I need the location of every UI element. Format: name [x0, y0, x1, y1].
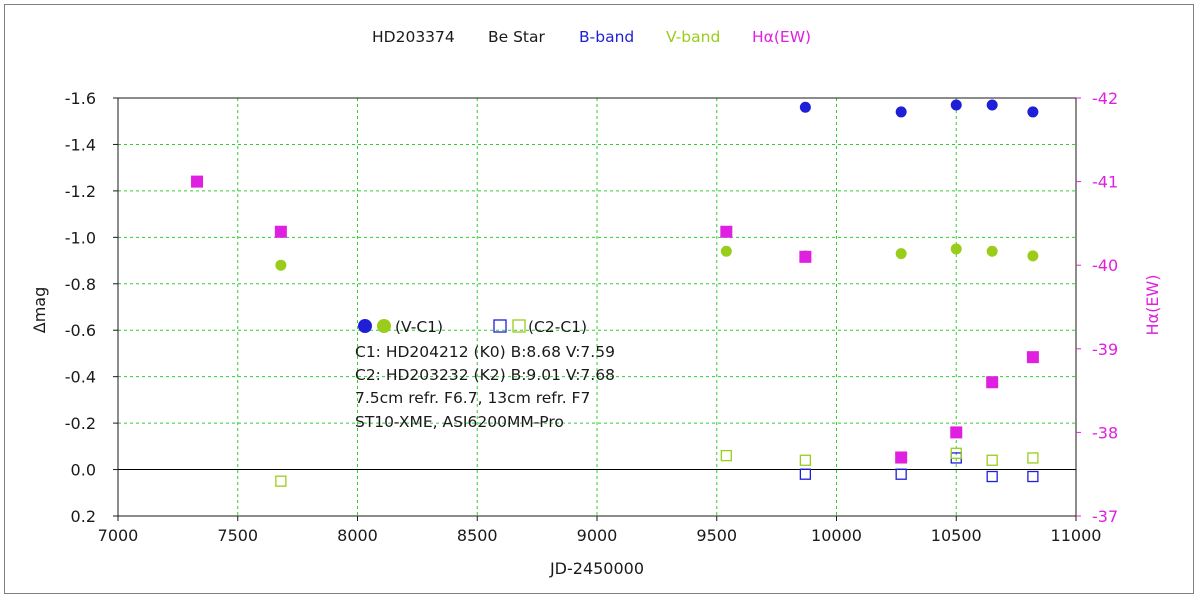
point-v_vc1 [1027, 250, 1039, 262]
point-halpha [895, 451, 908, 464]
y2-tick-label: -41 [1092, 173, 1118, 192]
legend-note: C1: HD204212 (K0) B:8.68 V:7.59 [355, 343, 615, 361]
point-v_vc1 [720, 245, 732, 257]
point-v_c2c1 [275, 475, 287, 487]
x-tick-label: 7000 [98, 526, 139, 545]
point-v_c2c1 [986, 454, 998, 466]
point-b_vc1 [895, 106, 907, 118]
legend-note: ST10-XME, ASI6200MM-Pro [355, 413, 564, 431]
x-tick-label: 8500 [457, 526, 498, 545]
y2-tick-label: -39 [1092, 340, 1118, 359]
y-tick-label: 0.0 [71, 461, 96, 480]
point-v_c2c1 [1027, 452, 1039, 464]
x-tick-label: 9500 [696, 526, 737, 545]
point-v_vc1 [275, 259, 287, 271]
point-v_vc1 [895, 248, 907, 260]
y2-tick-labels: -37 -38 -39 -40 -41 -42 [1092, 89, 1118, 526]
point-b_c2c1 [895, 468, 907, 480]
point-v_c2c1 [950, 447, 962, 459]
y-tick-label: 0.2 [71, 507, 96, 526]
point-v_c2c1 [720, 449, 732, 462]
data-markers [191, 99, 1039, 487]
grid-lines [118, 98, 1076, 516]
legend-marker-v-square [512, 319, 526, 333]
chart-frame [4, 4, 1194, 594]
point-b_vc1 [986, 99, 998, 111]
x-tick-label: 9000 [577, 526, 618, 545]
axis-ticks [113, 97, 1081, 521]
point-b_vc1 [1027, 106, 1039, 118]
point-b_c2c1 [799, 468, 812, 480]
y2-tick-label: -40 [1092, 256, 1118, 275]
y-tick-label: -0.2 [65, 414, 96, 433]
y-axis-title: Δmag [30, 287, 49, 334]
y2-tick-label: -38 [1092, 423, 1118, 442]
y-tick-label: -0.6 [65, 321, 96, 340]
x-axis-title: JD-2450000 [549, 559, 644, 578]
point-b_vc1 [799, 101, 811, 113]
point-v_vc1 [986, 245, 998, 257]
y-tick-label: -0.4 [65, 368, 96, 387]
point-halpha [191, 175, 204, 188]
legend-marker-b-circle [358, 319, 372, 333]
x-tick-label: 11000 [1051, 526, 1102, 545]
point-halpha [799, 250, 812, 263]
y-tick-label: -0.8 [65, 275, 96, 294]
point-v_vc1 [950, 243, 962, 255]
y-tick-label: -1.0 [65, 228, 96, 247]
x-tick-label: 8000 [337, 526, 378, 545]
chart-title-part: V-band [666, 28, 720, 46]
point-b_vc1 [950, 99, 962, 111]
x-tick-label: 10000 [811, 526, 862, 545]
x-tick-label: 10500 [931, 526, 982, 545]
y-tick-label: -1.6 [65, 89, 96, 108]
chart-title-part: Hα(EW) [752, 28, 811, 46]
y-tick-labels: 0.2 0.0 -0.2 -0.4 -0.6 -0.8 -1.0 -1.2 -1.4 -1.6 [65, 89, 96, 526]
legend-entry-c2c1: (C2-C1) [528, 318, 587, 336]
legend-note: C2: HD203232 (K2) B:9.01 V:7.68 [355, 366, 615, 384]
y2-tick-label: -42 [1092, 89, 1118, 108]
legend-marker-b-square [493, 319, 507, 333]
y2-axis-title: Hα(EW) [1143, 275, 1162, 336]
x-tick-labels: 7000 7500 8000 8500 9000 9500 10000 10500 11000 [98, 526, 1102, 545]
point-halpha [274, 225, 287, 238]
chart-title-part: B-band [579, 28, 634, 46]
legend-entry-vc1: (V-C1) [395, 318, 443, 336]
chart-title-part: Be Star [488, 28, 546, 46]
x-tick-label: 7500 [217, 526, 258, 545]
legend-marker-v-circle [377, 319, 391, 333]
y2-tick-label: -37 [1092, 507, 1118, 526]
point-b_c2c1 [1027, 470, 1039, 483]
legend: (V-C1) (C2-C1) C1: HD204212 (K0) B:8.68 … [355, 318, 615, 431]
point-halpha [720, 225, 733, 238]
chart-title-part: HD203374 [372, 28, 455, 46]
point-b_c2c1 [986, 470, 998, 483]
point-halpha [950, 426, 963, 439]
y-tick-label: -1.2 [65, 182, 96, 201]
point-v_c2c1 [799, 454, 812, 466]
legend-note: 7.5cm refr. F6.7, 13cm refr. F7 [355, 389, 590, 407]
point-halpha [986, 376, 999, 389]
y-tick-label: -1.4 [65, 135, 96, 154]
point-halpha [1026, 351, 1039, 364]
